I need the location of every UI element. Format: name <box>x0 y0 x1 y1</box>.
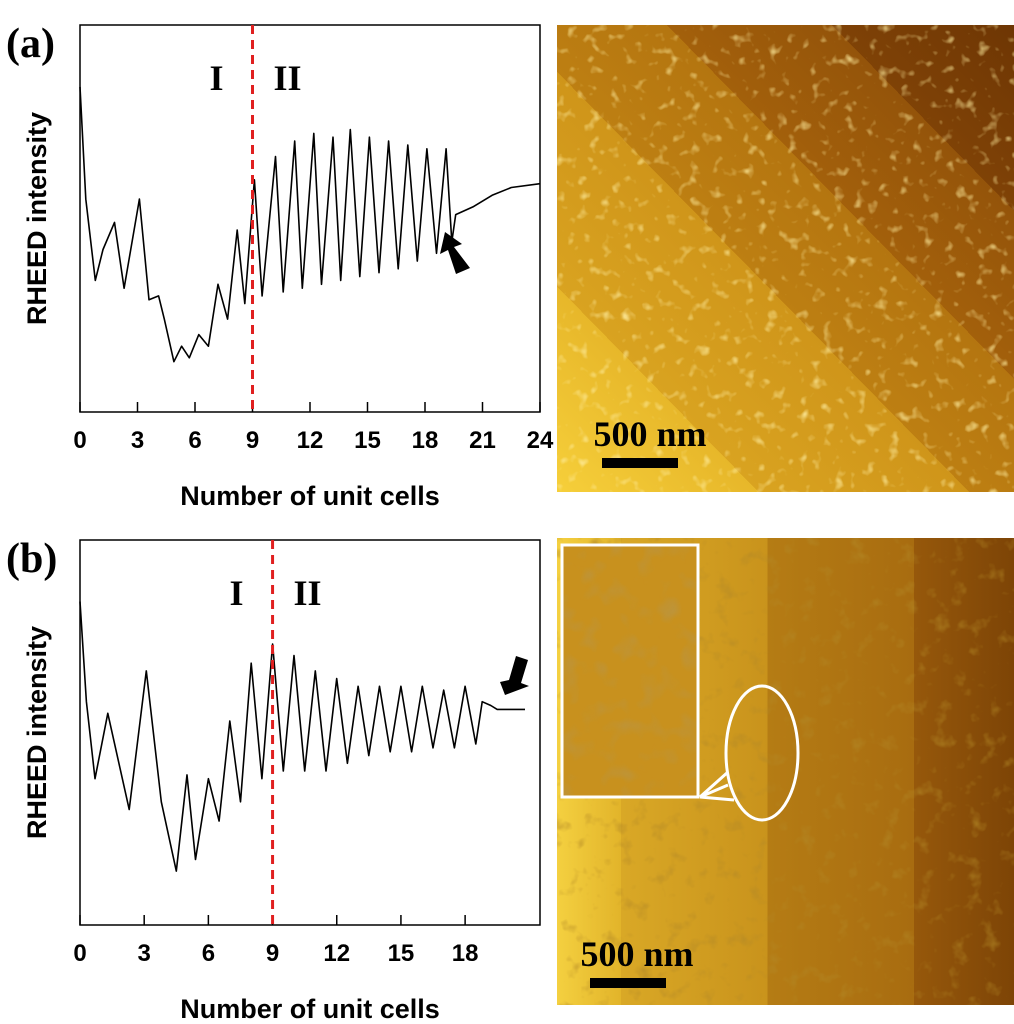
line <box>79 601 525 872</box>
x-axis-title: Number of unit cells <box>180 481 440 511</box>
panel-label: (b) <box>6 536 57 582</box>
highlight-ellipse <box>724 684 800 822</box>
y-axis-title: RHEED intensity <box>22 626 52 839</box>
x-tick-label: 12 <box>323 940 350 967</box>
line <box>79 86 541 363</box>
y-axis-title: RHEED intensity <box>22 112 52 325</box>
x-tick-label: 0 <box>73 940 86 967</box>
x-tick-label: 6 <box>188 427 201 454</box>
scale-bar <box>590 978 666 988</box>
arrow <box>500 656 529 695</box>
x-tick-label: 3 <box>138 940 151 967</box>
x-tick-label: 0 <box>73 427 86 454</box>
plot-frame <box>79 24 541 413</box>
x-tick-label: 24 <box>527 427 554 454</box>
scale-bar <box>602 458 678 468</box>
afm-image-a: 500 nm <box>557 25 1014 492</box>
scale-bar-label: 500 nm <box>593 414 706 454</box>
afm-image-b: 500 nm <box>557 538 1014 1005</box>
inset-frame <box>560 543 700 799</box>
x-tick-label: 15 <box>354 427 381 454</box>
x-tick-label: 15 <box>388 940 415 967</box>
region-label: I <box>209 58 223 98</box>
x-tick-label: 18 <box>452 940 479 967</box>
x-tick-label: 9 <box>266 940 279 967</box>
panel-label: (a) <box>6 21 55 67</box>
region-label: II <box>273 58 301 98</box>
region-label: II <box>294 573 322 613</box>
x-tick-label: 9 <box>246 427 259 454</box>
inset-arrow <box>699 770 735 802</box>
x-tick-label: 12 <box>297 427 324 454</box>
arrow <box>440 232 470 274</box>
x-tick-label: 18 <box>412 427 439 454</box>
x-axis-title: Number of unit cells <box>180 994 440 1024</box>
x-tick-label: 6 <box>202 940 215 967</box>
plot-frame <box>79 539 541 926</box>
region-label: I <box>230 573 244 613</box>
scale-bar-label: 500 nm <box>580 934 693 974</box>
x-tick-label: 21 <box>469 427 496 454</box>
x-tick-label: 3 <box>131 427 144 454</box>
